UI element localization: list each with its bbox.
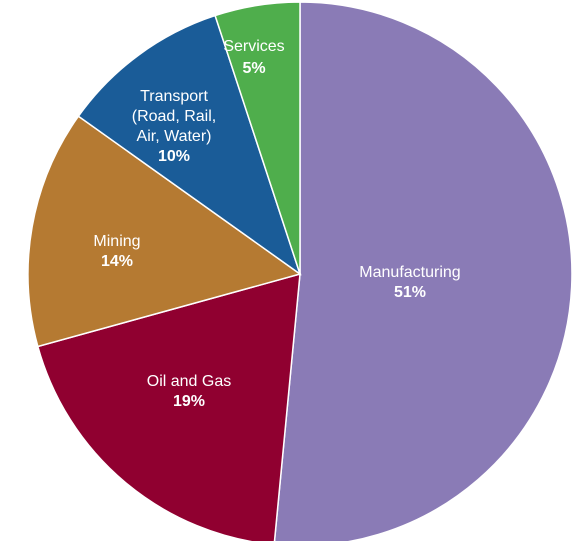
slice-label-line: Manufacturing bbox=[359, 264, 460, 281]
slice-label-line: Mining bbox=[93, 233, 140, 250]
slice-label-line: Services bbox=[223, 38, 284, 55]
pie-slice-mining bbox=[27, 115, 302, 348]
slice-label-line: Air, Water) bbox=[137, 128, 212, 145]
slice-label-line: Transport bbox=[140, 88, 208, 105]
pie-slice-manufacturing bbox=[273, 1, 573, 541]
slice-value-services: 5% bbox=[242, 60, 265, 77]
pie-slices bbox=[27, 1, 573, 541]
slice-label-line: Oil and Gas bbox=[147, 373, 231, 390]
slice-value-transport: 10% bbox=[158, 148, 190, 165]
slice-value-mining: 14% bbox=[101, 253, 133, 270]
slice-value-oil-and-gas: 19% bbox=[173, 393, 205, 410]
slice-label-manufacturing: Manufacturing 51% bbox=[359, 264, 460, 301]
slice-label-line: (Road, Rail, bbox=[132, 108, 216, 125]
slice-label-services: Services 5% bbox=[223, 38, 284, 77]
pie-slice-transport bbox=[77, 14, 302, 276]
slice-value-manufacturing: 51% bbox=[394, 284, 426, 301]
pie-labels: Manufacturing 51% Oil and Gas 19% Mining 14% T… bbox=[93, 38, 460, 410]
slice-label-transport: Transport (Road, Rail, Air, Water) 10% bbox=[132, 88, 216, 165]
pie-slice-oil-and-gas bbox=[36, 272, 301, 541]
slice-label-mining: Mining 14% bbox=[93, 233, 140, 270]
pie-slice-services bbox=[214, 1, 301, 275]
slice-label-oil-and-gas: Oil and Gas 19% bbox=[147, 373, 231, 410]
